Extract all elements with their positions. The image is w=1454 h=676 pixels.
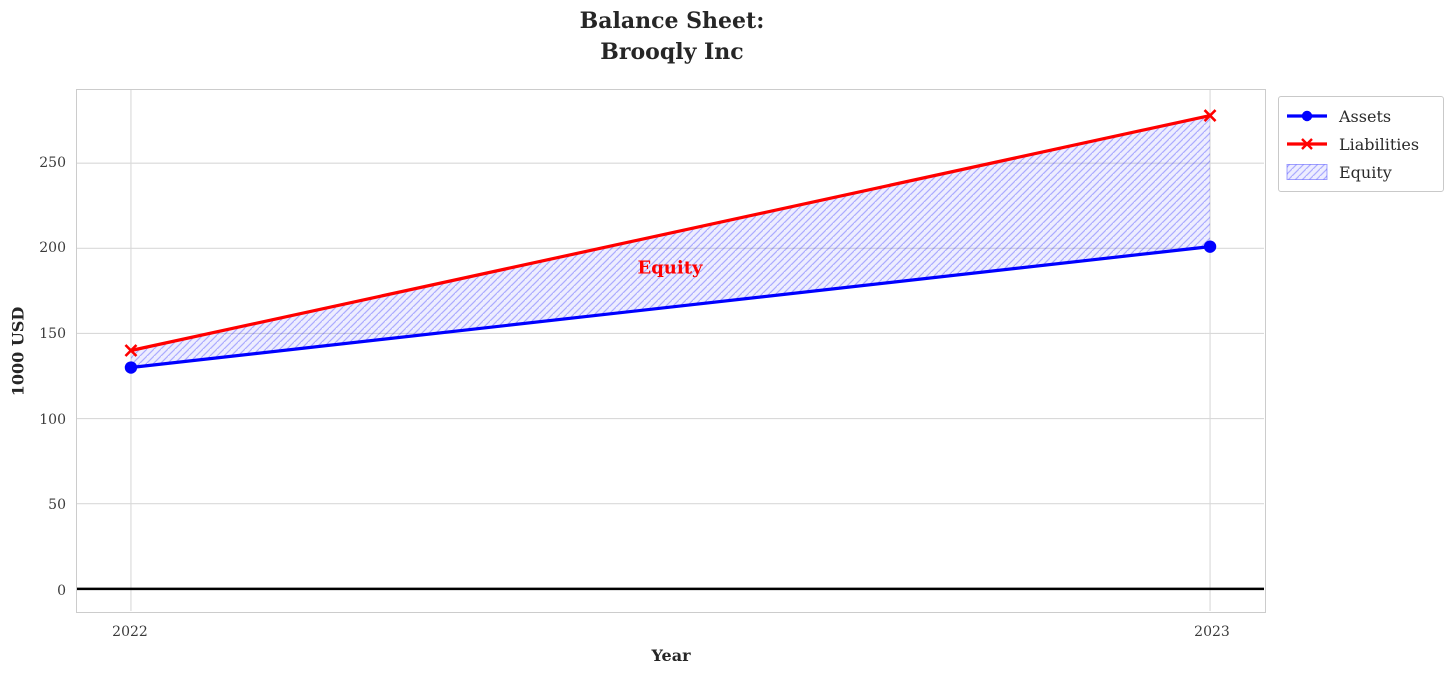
- chart-title: Balance Sheet: Brooqly Inc: [0, 6, 1344, 68]
- equity-patch-swatch: [1286, 164, 1328, 180]
- y-tick-label: 50: [48, 497, 66, 513]
- assets-line-swatch: [1287, 110, 1327, 122]
- assets-marker: [1203, 240, 1217, 253]
- liabilities-marker: [124, 344, 138, 357]
- y-tick-label: 150: [39, 326, 66, 342]
- equity-annotation: Equity: [637, 257, 703, 279]
- y-tick-label: 250: [39, 155, 66, 171]
- liabilities-line-swatch: [1287, 138, 1327, 150]
- legend-item-assets: Assets: [1285, 102, 1435, 130]
- chart-title-line1: Balance Sheet:: [579, 8, 765, 34]
- y-tick-label: 0: [57, 583, 66, 599]
- y-tick-label: 100: [39, 412, 66, 428]
- x-tick-label: 2023: [1194, 624, 1230, 640]
- y-tick-label: 200: [39, 240, 66, 256]
- legend-label-equity: Equity: [1339, 162, 1392, 182]
- legend-label-assets: Assets: [1339, 106, 1392, 126]
- x-axis-label: Year: [651, 646, 691, 665]
- liabilities-marker: [1203, 109, 1217, 122]
- assets-marker: [124, 361, 138, 374]
- assets-line: [130, 245, 1211, 370]
- liabilities-line: [130, 113, 1211, 353]
- y-axis-label: 1000 USD: [8, 306, 28, 397]
- x-tick-label: 2022: [112, 624, 148, 640]
- chart-title-line2: Brooqly Inc: [600, 39, 744, 65]
- legend-item-equity: Equity: [1285, 158, 1435, 186]
- equity-fill-region: [130, 115, 1211, 368]
- plot-canvas: [77, 90, 1264, 611]
- legend: Assets Liabilities Equity: [1278, 96, 1444, 192]
- legend-label-liabilities: Liabilities: [1339, 134, 1420, 154]
- legend-item-liabilities: Liabilities: [1285, 130, 1435, 158]
- plot-area: [76, 89, 1266, 613]
